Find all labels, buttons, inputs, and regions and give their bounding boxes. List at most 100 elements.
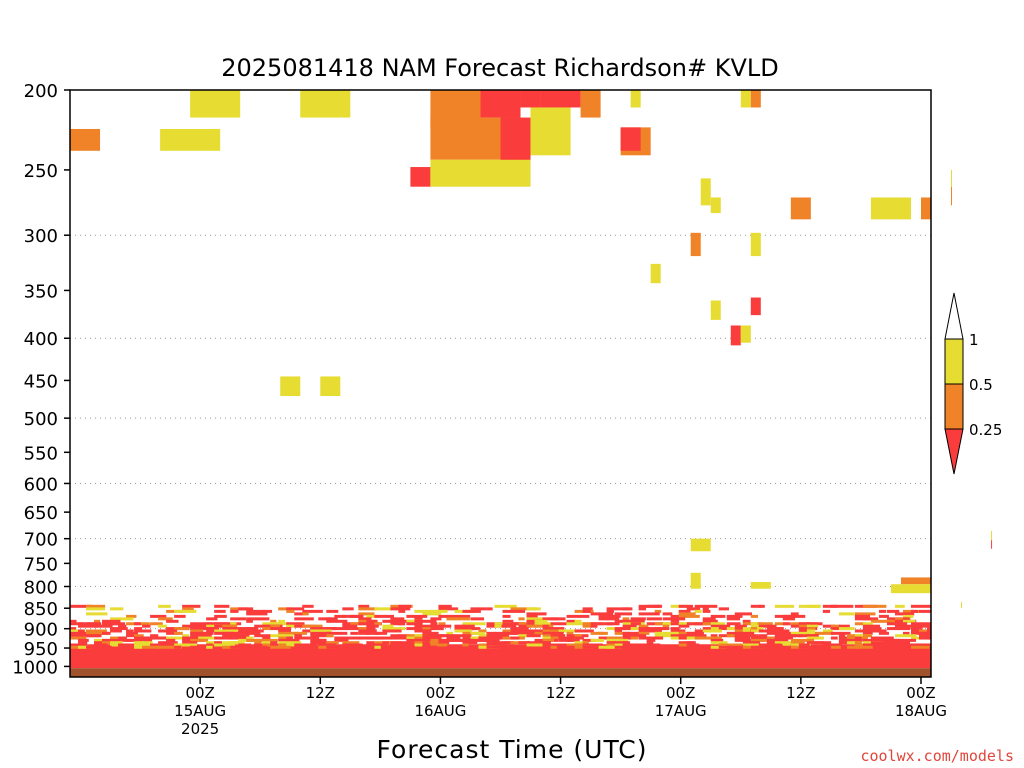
heatmap-cell	[742, 634, 759, 638]
heatmap-cell	[690, 538, 711, 552]
heatmap-cell	[254, 638, 278, 642]
heatmap-cell	[142, 638, 153, 642]
heatmap-cell	[662, 612, 673, 616]
heatmap-cell	[190, 645, 210, 649]
heatmap-cell	[558, 643, 569, 647]
heatmap-cell	[78, 638, 89, 642]
x-axis-title: Forecast Time (UTC)	[377, 735, 648, 764]
heatmap-cell	[726, 643, 742, 647]
heatmap-cell	[414, 643, 431, 647]
heatmap-cell	[814, 631, 834, 635]
heatmap-cell	[926, 643, 931, 647]
heatmap-cell	[574, 636, 584, 640]
heatmap-cell	[494, 604, 517, 608]
heatmap-cell	[94, 638, 110, 642]
heatmap-cell	[638, 634, 647, 638]
heatmap-cell	[94, 619, 101, 623]
heatmap-cell	[502, 634, 509, 638]
heatmap-cell	[422, 641, 430, 645]
heatmap-cell	[350, 614, 361, 618]
heatmap-cell	[710, 636, 722, 640]
heatmap-cell	[246, 619, 253, 623]
heatmap-cell	[350, 631, 359, 635]
heatmap-cell	[320, 376, 341, 397]
heatmap-cell	[302, 624, 323, 628]
heatmap-cell	[622, 641, 631, 645]
heatmap-cell	[414, 617, 423, 621]
heatmap-cell	[734, 624, 747, 628]
heatmap-cell	[951, 169, 953, 187]
heatmap-cell	[294, 612, 305, 616]
heatmap-cell	[326, 617, 338, 621]
heatmap-cell	[230, 609, 239, 613]
heatmap-cell	[438, 634, 445, 638]
heatmap-cell	[806, 634, 819, 638]
heatmap-cell	[462, 624, 475, 628]
heatmap-cell	[502, 631, 517, 635]
heatmap-cell	[614, 612, 633, 616]
gridlines	[70, 234, 931, 630]
heatmap-cell	[854, 636, 862, 640]
heatmap-cell	[694, 636, 718, 640]
heatmap-cell	[246, 617, 270, 621]
heatmap-cell	[454, 634, 472, 638]
heatmap-cell	[102, 638, 113, 642]
heatmap-cell	[678, 612, 696, 616]
heatmap-cell	[166, 641, 173, 645]
heatmap-cell	[726, 617, 741, 621]
heatmap-cell	[390, 634, 401, 638]
heatmap-cell	[382, 629, 402, 633]
heatmap-cell	[542, 641, 550, 645]
heatmap-cell	[398, 604, 411, 608]
heatmap-cell	[678, 614, 700, 618]
heatmap-cell	[462, 627, 474, 631]
heatmap-cell	[758, 629, 773, 633]
heatmap-cell	[238, 643, 251, 647]
heatmap-cell	[150, 634, 159, 638]
heatmap-cell	[782, 643, 791, 647]
heatmap-cell	[718, 607, 729, 611]
heatmap-cell	[238, 607, 254, 611]
heatmap-cell	[542, 638, 555, 642]
heatmap-cell	[358, 631, 370, 635]
y-tick-label: 650	[24, 503, 58, 524]
heatmap-cell	[486, 631, 496, 635]
heatmap-cell	[414, 619, 437, 623]
heatmap-cell	[622, 636, 633, 640]
heatmap-cell	[310, 627, 322, 631]
heatmap-cell	[430, 627, 444, 631]
heatmap-cell	[750, 232, 761, 257]
heatmap-cell	[646, 638, 656, 642]
heatmap-cell	[286, 622, 305, 626]
heatmap-cell	[78, 629, 85, 633]
heatmap-cell	[622, 607, 633, 611]
heatmap-cell	[606, 607, 630, 611]
heatmap-cell	[646, 604, 660, 608]
heatmap-cell	[878, 609, 887, 613]
heatmap-cell	[582, 643, 592, 647]
heatmap-cell	[158, 645, 182, 649]
heatmap-cell	[566, 619, 576, 623]
heatmap-cell	[782, 622, 791, 626]
heatmap-cell	[886, 627, 911, 631]
heatmap-cell	[690, 572, 701, 589]
heatmap-cell	[374, 645, 381, 649]
heatmap-cell	[430, 622, 438, 626]
heatmap-cell	[734, 645, 747, 649]
heatmap-cell	[654, 645, 677, 649]
heatmap-cell	[182, 604, 201, 608]
heatmap-cell	[902, 619, 916, 623]
heatmap-cell	[102, 641, 111, 645]
heatmap-cell	[558, 636, 575, 640]
heatmap-cell	[86, 607, 106, 611]
heatmap-cell	[174, 631, 183, 635]
heatmap-cell	[838, 612, 855, 616]
heatmap-cell	[614, 629, 623, 633]
y-tick-label: 500	[24, 409, 58, 430]
heatmap-cell	[742, 631, 755, 635]
heatmap-cell	[830, 643, 842, 647]
heatmap-cell	[166, 629, 178, 633]
heatmap-cell	[518, 617, 525, 621]
y-tick-label: 800	[24, 577, 58, 598]
legend-swatch	[944, 338, 964, 385]
